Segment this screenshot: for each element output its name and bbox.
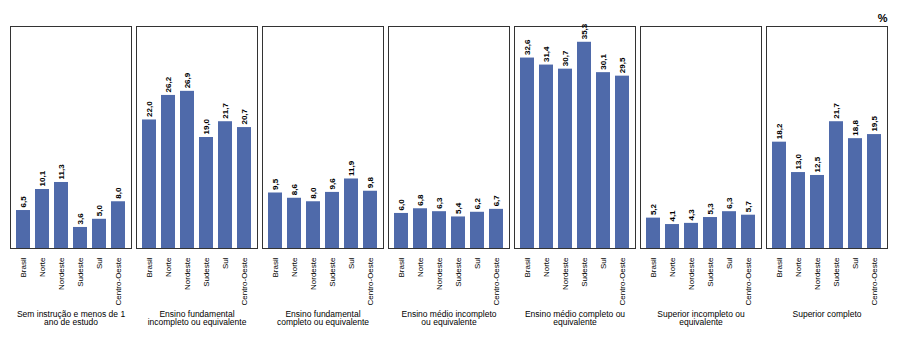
svg-text:31,4: 31,4 <box>542 46 551 62</box>
svg-text:Nordeste: Nordeste <box>813 257 822 290</box>
svg-text:Brasil: Brasil <box>775 257 784 277</box>
svg-text:Sul: Sul <box>473 257 482 269</box>
svg-text:Norte: Norte <box>290 257 299 277</box>
svg-text:6,2: 6,2 <box>473 198 482 210</box>
svg-text:Norte: Norte <box>542 257 551 277</box>
svg-text:Brasil: Brasil <box>649 257 658 277</box>
svg-text:Sul: Sul <box>599 257 608 269</box>
svg-text:Brasil: Brasil <box>145 257 154 277</box>
svg-text:Sudeste: Sudeste <box>832 257 841 287</box>
svg-text:8,0: 8,0 <box>309 187 318 199</box>
svg-text:Nordeste: Nordeste <box>57 257 66 290</box>
svg-text:Norte: Norte <box>38 257 47 277</box>
svg-text:6,5: 6,5 <box>19 196 28 208</box>
svg-text:Centro-Oeste: Centro-Oeste <box>366 257 375 306</box>
svg-text:6,0: 6,0 <box>397 199 406 211</box>
svg-text:Sul: Sul <box>851 257 860 269</box>
svg-text:20,7: 20,7 <box>240 108 249 124</box>
svg-text:Norte: Norte <box>164 257 173 277</box>
svg-text:18,2: 18,2 <box>775 123 784 139</box>
svg-text:32,6: 32,6 <box>523 39 532 55</box>
svg-text:11,9: 11,9 <box>347 160 356 176</box>
svg-text:6,3: 6,3 <box>725 197 734 209</box>
svg-text:Brasil: Brasil <box>397 257 406 277</box>
svg-text:Sul: Sul <box>95 257 104 269</box>
svg-text:Brasil: Brasil <box>271 257 280 277</box>
svg-text:%: % <box>878 12 888 24</box>
svg-text:18,8: 18,8 <box>851 120 860 136</box>
svg-text:5,2: 5,2 <box>649 203 658 215</box>
svg-text:Sul: Sul <box>221 257 230 269</box>
svg-text:Nordeste: Nordeste <box>183 257 192 290</box>
svg-text:5,3: 5,3 <box>706 203 715 215</box>
svg-text:29,5: 29,5 <box>618 57 627 73</box>
svg-text:19,0: 19,0 <box>202 118 211 134</box>
svg-text:Norte: Norte <box>794 257 803 277</box>
svg-text:Norte: Norte <box>416 257 425 277</box>
svg-text:3,6: 3,6 <box>76 213 85 225</box>
svg-text:Centro-Oeste: Centro-Oeste <box>492 257 501 306</box>
svg-text:Brasil: Brasil <box>523 257 532 277</box>
svg-text:Centro-Oeste: Centro-Oeste <box>114 257 123 306</box>
svg-text:Nordeste: Nordeste <box>687 257 696 290</box>
svg-text:26,2: 26,2 <box>164 76 173 92</box>
svg-text:6,3: 6,3 <box>435 197 444 209</box>
svg-text:Nordeste: Nordeste <box>561 257 570 290</box>
svg-text:Brasil: Brasil <box>19 257 28 277</box>
svg-text:5,4: 5,4 <box>454 202 463 214</box>
svg-text:5,7: 5,7 <box>744 201 753 213</box>
svg-text:Ensino fundamentalincompleto o: Ensino fundamentalincompleto ou equivale… <box>148 309 247 328</box>
svg-text:21,7: 21,7 <box>832 103 841 119</box>
svg-text:Centro-Oeste: Centro-Oeste <box>240 257 249 306</box>
svg-text:4,1: 4,1 <box>668 210 677 222</box>
svg-text:Nordeste: Nordeste <box>435 257 444 290</box>
svg-text:6,8: 6,8 <box>416 194 425 206</box>
svg-text:Sudeste: Sudeste <box>454 257 463 287</box>
svg-text:Norte: Norte <box>668 257 677 277</box>
svg-text:9,6: 9,6 <box>328 178 337 190</box>
svg-text:13,0: 13,0 <box>794 153 803 169</box>
svg-text:Sul: Sul <box>725 257 734 269</box>
svg-text:8,6: 8,6 <box>290 184 299 196</box>
svg-text:Sem instrução e menos de 1ano: Sem instrução e menos de 1ano de estudo <box>17 309 125 328</box>
svg-text:21,7: 21,7 <box>221 103 230 119</box>
svg-text:10,1: 10,1 <box>38 170 47 186</box>
svg-text:Ensino fundamentalcompleto ou: Ensino fundamentalcompleto ou equivalent… <box>277 309 369 328</box>
svg-text:Superior incompleto ouequivale: Superior incompleto ouequivalente <box>657 309 745 328</box>
svg-text:35,3: 35,3 <box>580 23 589 39</box>
svg-text:30,1: 30,1 <box>599 54 608 70</box>
svg-text:9,5: 9,5 <box>271 178 280 190</box>
svg-text:Sudeste: Sudeste <box>706 257 715 287</box>
svg-text:Nordeste: Nordeste <box>309 257 318 290</box>
svg-text:5,0: 5,0 <box>95 205 104 217</box>
svg-text:4,3: 4,3 <box>687 209 696 221</box>
svg-text:11,3: 11,3 <box>57 164 66 180</box>
svg-text:6,7: 6,7 <box>492 195 501 207</box>
svg-text:Ensino médio completo ouequiva: Ensino médio completo ouequivalente <box>525 309 625 328</box>
svg-text:Sudeste: Sudeste <box>202 257 211 287</box>
svg-text:8,0: 8,0 <box>114 187 123 199</box>
svg-text:30,7: 30,7 <box>561 50 570 66</box>
svg-text:19,5: 19,5 <box>870 115 879 131</box>
svg-text:Sudeste: Sudeste <box>328 257 337 287</box>
svg-text:Centro-Oeste: Centro-Oeste <box>744 257 753 306</box>
svg-text:Sul: Sul <box>347 257 356 269</box>
svg-text:22,0: 22,0 <box>145 101 154 117</box>
svg-text:Centro-Oeste: Centro-Oeste <box>870 257 879 306</box>
svg-text:Centro-Oeste: Centro-Oeste <box>618 257 627 306</box>
svg-text:12,5: 12,5 <box>813 156 822 172</box>
svg-text:Superior completo: Superior completo <box>793 309 862 319</box>
svg-text:26,9: 26,9 <box>183 72 192 88</box>
svg-text:9,8: 9,8 <box>366 177 375 189</box>
svg-text:Sudeste: Sudeste <box>580 257 589 287</box>
svg-text:Sudeste: Sudeste <box>76 257 85 287</box>
svg-text:Ensino médio incompletoou equi: Ensino médio incompletoou equivalente <box>402 309 497 328</box>
